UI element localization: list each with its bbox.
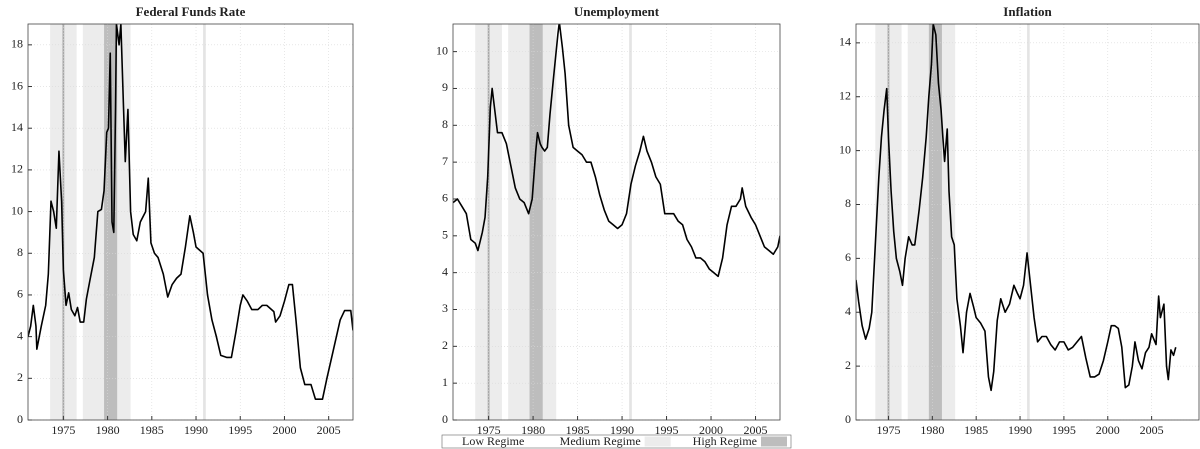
y-tick-label: 6 bbox=[442, 191, 448, 205]
regime-band bbox=[82, 24, 105, 420]
y-tick-label: 14 bbox=[11, 120, 23, 134]
panel: 0 2 4 6 8 10 12 14 1975 1980 1985 1990 1995 2000 2005 I… bbox=[839, 4, 1200, 437]
regime-band bbox=[529, 24, 543, 420]
y-tick-label: 1 bbox=[442, 375, 448, 389]
y-tick-label: 4 bbox=[845, 304, 851, 318]
x-tick-label: 1985 bbox=[566, 423, 590, 437]
y-tick-label: 9 bbox=[442, 80, 448, 94]
y-tick-label: 10 bbox=[839, 142, 851, 156]
legend-label: Low Regime bbox=[462, 434, 524, 448]
x-tick-label: 1995 bbox=[1052, 423, 1076, 437]
regime-band bbox=[508, 24, 530, 420]
chart-title: Inflation bbox=[1003, 4, 1052, 19]
y-tick-label: 12 bbox=[11, 162, 23, 176]
y-tick-label: 14 bbox=[839, 35, 851, 49]
x-tick-label: 1980 bbox=[96, 423, 120, 437]
data-line bbox=[856, 24, 1177, 392]
y-tick-label: 18 bbox=[11, 37, 23, 51]
y-tick-label: 3 bbox=[442, 301, 448, 315]
y-tick-label: 2 bbox=[442, 338, 448, 352]
axes-box bbox=[452, 23, 781, 421]
y-tick-label: 0 bbox=[845, 412, 851, 426]
regime-band bbox=[928, 24, 942, 420]
y-tick-label: 6 bbox=[845, 250, 851, 264]
regime-band bbox=[542, 24, 557, 420]
legend-swatch bbox=[761, 436, 787, 447]
x-tick-label: 1995 bbox=[228, 423, 252, 437]
axes-box bbox=[27, 23, 354, 421]
y-tick-label: 8 bbox=[442, 117, 448, 131]
legend-swatch bbox=[528, 436, 555, 447]
x-tick-label: 2005 bbox=[744, 423, 768, 437]
chart-title: Federal Funds Rate bbox=[136, 4, 246, 19]
axes-box bbox=[855, 23, 1200, 421]
y-tick-label: 6 bbox=[17, 287, 23, 301]
y-tick-label: 5 bbox=[442, 228, 448, 242]
chart-title: Unemployment bbox=[574, 4, 660, 19]
x-tick-label: 2005 bbox=[317, 423, 341, 437]
regime-band bbox=[941, 24, 956, 420]
legend-label: Medium Regime bbox=[560, 434, 641, 448]
x-tick-label: 1990 bbox=[610, 423, 634, 437]
x-tick-label: 1985 bbox=[140, 423, 164, 437]
x-tick-label: 1975 bbox=[51, 423, 75, 437]
y-tick-label: 2 bbox=[17, 370, 23, 384]
y-tick-label: 4 bbox=[442, 264, 448, 278]
plot-area bbox=[453, 24, 780, 420]
y-tick-label: 7 bbox=[442, 154, 448, 168]
y-tick-label: 0 bbox=[442, 412, 448, 426]
x-tick-label: 1980 bbox=[920, 423, 944, 437]
data-line bbox=[28, 24, 353, 400]
x-tick-label: 1990 bbox=[1008, 423, 1032, 437]
x-tick-label: 2000 bbox=[272, 423, 296, 437]
x-tick-label: 1985 bbox=[964, 423, 988, 437]
x-tick-label: 1995 bbox=[655, 423, 679, 437]
regime-band bbox=[117, 24, 131, 420]
panel: 0 2 4 6 8 10 12 14 16 18 1975 1980 1985 1990 1995 2000 2… bbox=[11, 4, 354, 437]
y-tick-label: 0 bbox=[17, 412, 23, 426]
x-tick-label: 2000 bbox=[1096, 423, 1120, 437]
regime-band bbox=[629, 24, 632, 420]
x-tick-label: 1975 bbox=[876, 423, 900, 437]
y-tick-label: 16 bbox=[11, 78, 23, 92]
y-tick-label: 2 bbox=[845, 358, 851, 372]
x-tick-label: 1975 bbox=[477, 423, 501, 437]
y-tick-label: 10 bbox=[11, 203, 23, 217]
x-tick-label: 2005 bbox=[1140, 423, 1164, 437]
x-tick-label: 1980 bbox=[521, 423, 545, 437]
y-tick-label: 4 bbox=[17, 328, 23, 342]
x-tick-label: 2000 bbox=[699, 423, 723, 437]
regime-band bbox=[1027, 24, 1030, 420]
data-line bbox=[453, 24, 780, 278]
x-tick-label: 1990 bbox=[184, 423, 208, 437]
y-tick-label: 10 bbox=[436, 43, 448, 57]
y-tick-label: 8 bbox=[845, 196, 851, 210]
legend-swatch bbox=[644, 436, 671, 447]
y-tick-label: 12 bbox=[839, 88, 851, 102]
panel: 0 1 2 3 4 5 6 7 8 9 10 1975 1980 1985 1990 1995 2000 2005… bbox=[436, 4, 792, 449]
y-tick-label: 8 bbox=[17, 245, 23, 259]
regime-band bbox=[203, 24, 206, 420]
legend-label: High Regime bbox=[693, 434, 757, 448]
